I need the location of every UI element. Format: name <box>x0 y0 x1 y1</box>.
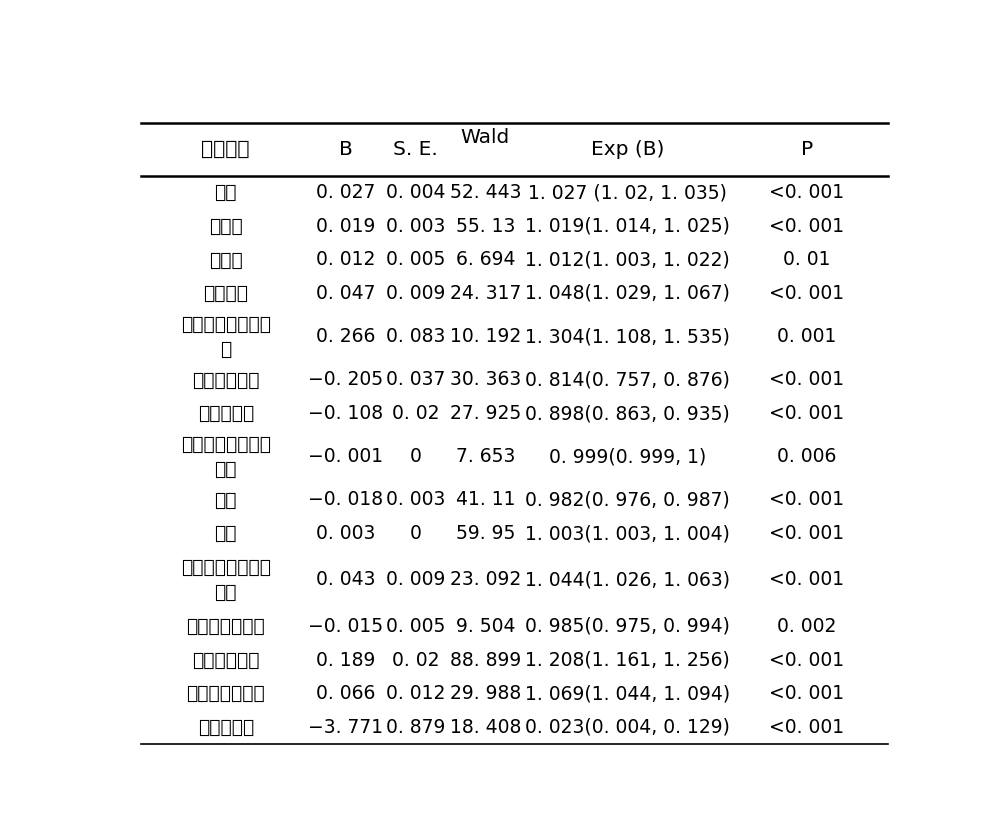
Text: 55. 13: 55. 13 <box>456 217 515 235</box>
Text: 9. 504: 9. 504 <box>456 617 515 636</box>
Text: 活化部分凝血活酶
时间: 活化部分凝血活酶 时间 <box>181 558 271 602</box>
Text: Exp (B): Exp (B) <box>591 140 664 159</box>
Text: 收缩压: 收缩压 <box>209 217 243 235</box>
Text: 0. 985(0. 975, 0. 994): 0. 985(0. 975, 0. 994) <box>525 617 730 636</box>
Text: <0. 001: <0. 001 <box>769 684 845 703</box>
Text: 41. 11: 41. 11 <box>456 490 515 510</box>
Text: 1. 003(1. 003, 1. 004): 1. 003(1. 003, 1. 004) <box>525 524 730 543</box>
Text: S. E.: S. E. <box>393 140 438 159</box>
Text: 0. 043: 0. 043 <box>316 571 376 589</box>
Text: 0. 009: 0. 009 <box>386 284 445 303</box>
Text: 0. 999(0. 999, 1): 0. 999(0. 999, 1) <box>549 447 706 466</box>
Text: 6. 694: 6. 694 <box>456 251 515 270</box>
Text: 0. 814(0. 757, 0. 876): 0. 814(0. 757, 0. 876) <box>525 370 730 390</box>
Text: −0. 015: −0. 015 <box>308 617 383 636</box>
Text: <0. 001: <0. 001 <box>769 217 845 235</box>
Text: 0. 01: 0. 01 <box>783 251 831 270</box>
Text: 1. 208(1. 161, 1. 256): 1. 208(1. 161, 1. 256) <box>525 650 730 670</box>
Text: P: P <box>801 140 813 159</box>
Text: <0. 001: <0. 001 <box>769 404 845 423</box>
Text: 凝血酶时间: 凝血酶时间 <box>198 404 254 423</box>
Text: 0. 005: 0. 005 <box>386 251 445 270</box>
Text: 52. 443: 52. 443 <box>450 184 521 202</box>
Text: 59. 95: 59. 95 <box>456 524 515 543</box>
Text: <0. 001: <0. 001 <box>769 370 845 390</box>
Text: 红细胞压积: 红细胞压积 <box>198 717 254 737</box>
Text: 糖化血红蛋白: 糖化血红蛋白 <box>192 650 260 670</box>
Text: 0. 004: 0. 004 <box>386 184 445 202</box>
Text: 0. 02: 0. 02 <box>392 650 439 670</box>
Text: 0. 001: 0. 001 <box>777 327 837 346</box>
Text: 0. 879: 0. 879 <box>386 717 445 737</box>
Text: 88. 899: 88. 899 <box>450 650 521 670</box>
Text: 0. 003: 0. 003 <box>316 524 376 543</box>
Text: 0. 027: 0. 027 <box>316 184 376 202</box>
Text: 0. 189: 0. 189 <box>316 650 376 670</box>
Text: B: B <box>339 140 353 159</box>
Text: 0. 266: 0. 266 <box>316 327 376 346</box>
Text: 1. 012(1. 003, 1. 022): 1. 012(1. 003, 1. 022) <box>525 251 730 270</box>
Text: −0. 001: −0. 001 <box>308 447 383 466</box>
Text: −0. 018: −0. 018 <box>308 490 383 510</box>
Text: <0. 001: <0. 001 <box>769 650 845 670</box>
Text: <0. 001: <0. 001 <box>769 571 845 589</box>
Text: 0. 023(0. 004, 0. 129): 0. 023(0. 004, 0. 129) <box>525 717 730 737</box>
Text: 29. 988: 29. 988 <box>450 684 521 703</box>
Text: 低密度脂蛋白胆固
醇: 低密度脂蛋白胆固 醇 <box>181 315 271 359</box>
Text: 1. 304(1. 108, 1. 535): 1. 304(1. 108, 1. 535) <box>525 327 730 346</box>
Text: 18. 408: 18. 408 <box>450 717 521 737</box>
Text: 1. 019(1. 014, 1. 025): 1. 019(1. 014, 1. 025) <box>525 217 730 235</box>
Text: 1. 027 (1. 02, 1. 035): 1. 027 (1. 02, 1. 035) <box>528 184 727 202</box>
Text: 0. 898(0. 863, 0. 935): 0. 898(0. 863, 0. 935) <box>525 404 730 423</box>
Text: 红细胞分布宽度: 红细胞分布宽度 <box>186 684 265 703</box>
Text: 30. 363: 30. 363 <box>450 370 521 390</box>
Text: 0. 009: 0. 009 <box>386 571 445 589</box>
Text: Wald: Wald <box>461 128 510 147</box>
Text: 尿酸: 尿酸 <box>214 524 237 543</box>
Text: 0. 02: 0. 02 <box>392 404 439 423</box>
Text: 0. 002: 0. 002 <box>777 617 837 636</box>
Text: 0. 003: 0. 003 <box>386 217 445 235</box>
Text: 23. 092: 23. 092 <box>450 571 521 589</box>
Text: −3. 771: −3. 771 <box>308 717 383 737</box>
Text: 淋巴细胞百分比: 淋巴细胞百分比 <box>186 617 265 636</box>
Text: 0: 0 <box>410 447 422 466</box>
Text: 0. 006: 0. 006 <box>777 447 837 466</box>
Text: −0. 108: −0. 108 <box>308 404 383 423</box>
Text: 0. 037: 0. 037 <box>386 370 445 390</box>
Text: 天门冬氨酸氨基转
移酶: 天门冬氨酸氨基转 移酶 <box>181 435 271 478</box>
Text: 0. 012: 0. 012 <box>386 684 445 703</box>
Text: <0. 001: <0. 001 <box>769 284 845 303</box>
Text: 0. 005: 0. 005 <box>386 617 445 636</box>
Text: 尿素: 尿素 <box>214 490 237 510</box>
Text: 凝血酶原时间: 凝血酶原时间 <box>192 370 260 390</box>
Text: 27. 925: 27. 925 <box>450 404 521 423</box>
Text: 年龄: 年龄 <box>214 184 237 202</box>
Text: 0. 012: 0. 012 <box>316 251 376 270</box>
Text: 舒张压: 舒张压 <box>209 251 243 270</box>
Text: 0. 047: 0. 047 <box>316 284 376 303</box>
Text: 24. 317: 24. 317 <box>450 284 521 303</box>
Text: −0. 205: −0. 205 <box>308 370 383 390</box>
Text: 7. 653: 7. 653 <box>456 447 515 466</box>
Text: 0. 066: 0. 066 <box>316 684 376 703</box>
Text: 1. 048(1. 029, 1. 067): 1. 048(1. 029, 1. 067) <box>525 284 730 303</box>
Text: 1. 069(1. 044, 1. 094): 1. 069(1. 044, 1. 094) <box>525 684 730 703</box>
Text: <0. 001: <0. 001 <box>769 184 845 202</box>
Text: <0. 001: <0. 001 <box>769 490 845 510</box>
Text: 影响因素: 影响因素 <box>202 140 250 159</box>
Text: 10. 192: 10. 192 <box>450 327 521 346</box>
Text: 0. 982(0. 976, 0. 987): 0. 982(0. 976, 0. 987) <box>525 490 730 510</box>
Text: 0. 003: 0. 003 <box>386 490 445 510</box>
Text: <0. 001: <0. 001 <box>769 717 845 737</box>
Text: 1. 044(1. 026, 1. 063): 1. 044(1. 026, 1. 063) <box>525 571 730 589</box>
Text: 0: 0 <box>410 524 422 543</box>
Text: <0. 001: <0. 001 <box>769 524 845 543</box>
Text: 0. 019: 0. 019 <box>316 217 376 235</box>
Text: 0. 083: 0. 083 <box>386 327 445 346</box>
Text: 住院天数: 住院天数 <box>203 284 248 303</box>
